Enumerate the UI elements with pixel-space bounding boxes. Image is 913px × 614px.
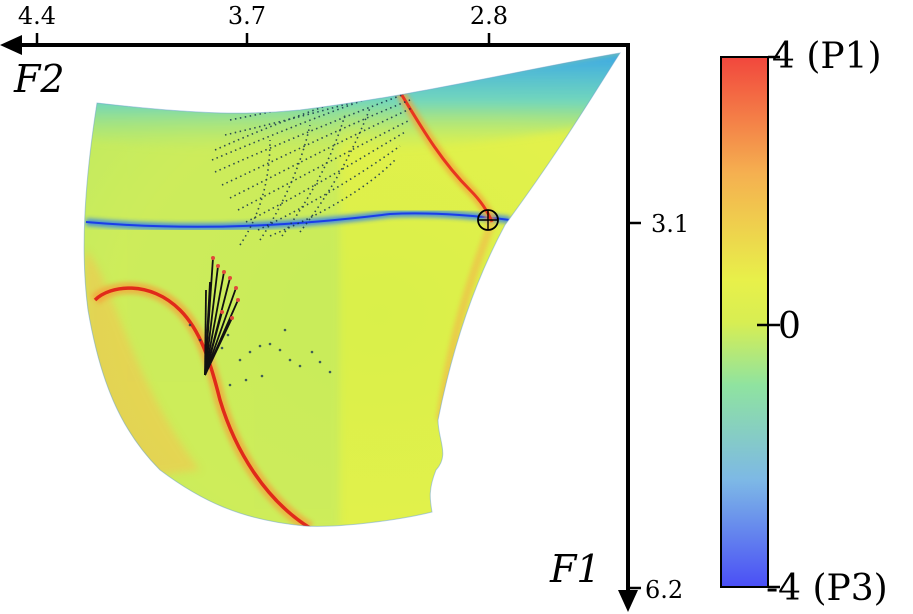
field-map [84,53,621,527]
top-tick-label-2: 3.7 [228,2,266,30]
colorbar-frame [720,56,769,588]
trajectory-dots-scatter [188,323,332,387]
colorbar-max-label: 4 (P1) [772,36,882,77]
colorbar-min-label: -4 (P3) [766,568,888,609]
top-tick-label-3: 2.8 [470,2,508,30]
top-axis-arrowhead [0,35,22,55]
top-axis-name: F2 [13,57,65,101]
right-axis: 3.1 6.2 F1 [549,43,689,612]
colorbar-mid-label: 0 [778,306,801,347]
top-axis: 4.4 3.7 2.8 F2 [0,2,628,101]
trajectory-fan [204,257,239,376]
right-tick-label-1: 3.1 [651,210,689,238]
separatrix-blue-core [85,212,511,228]
colorbar-gradient [721,57,768,587]
top-tick-label-1: 4.4 [18,2,56,30]
colorbar: 4 (P1) 0 -4 (P3) [720,36,888,609]
right-axis-name: F1 [549,547,601,591]
right-axis-arrowhead [618,590,638,612]
field-outline [83,52,622,527]
trajectory-fan-markers [211,256,240,320]
right-tick-label-2: 6.2 [645,576,683,604]
fixed-point-marker [477,209,499,231]
